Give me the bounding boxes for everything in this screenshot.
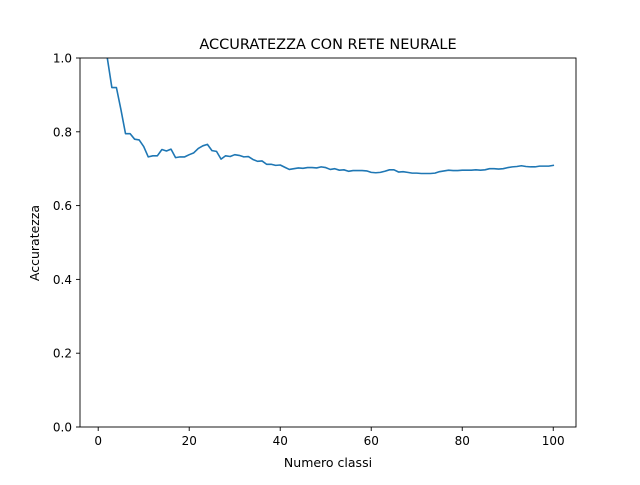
x-axis-label: Numero classi	[284, 455, 372, 470]
y-tick-label: 0.4	[53, 273, 72, 287]
y-tick-label: 0.2	[53, 347, 72, 361]
y-tick-label: 0.0	[53, 421, 72, 435]
x-tick-label: 0	[94, 434, 102, 448]
x-tick-label: 40	[273, 434, 288, 448]
y-axis-label: Accuratezza	[27, 205, 42, 281]
plot-marks: 0 20 40 60 80 100 0.0 0.2 0.4 0.6 0.8 1.0	[53, 52, 577, 448]
y-tick-label: 0.8	[53, 125, 72, 139]
plot-frame	[79, 57, 577, 428]
x-tick-label: 80	[455, 434, 470, 448]
x-tick-label: 20	[182, 434, 197, 448]
chart-title: ACCURATEZZA CON RETE NEURALE	[199, 37, 456, 53]
y-tick-label: 0.6	[53, 199, 72, 213]
x-tick-label: 100	[542, 434, 565, 448]
series-line-0	[106, 58, 555, 175]
y-tick-label: 1.0	[53, 52, 72, 66]
x-tick-label: 60	[364, 434, 379, 448]
